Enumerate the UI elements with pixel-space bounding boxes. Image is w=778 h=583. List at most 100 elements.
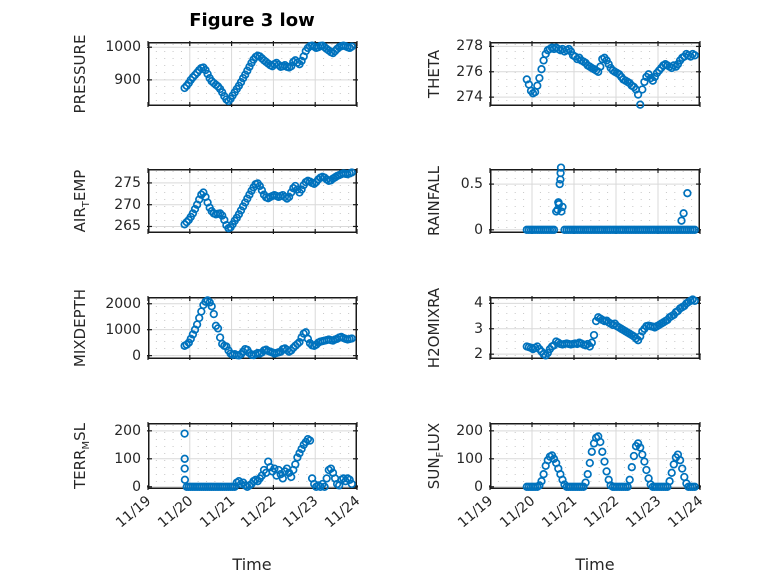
plot-canvas-RAINFALL bbox=[489, 163, 701, 234]
data-point bbox=[665, 477, 674, 486]
y-tick-label: 278 bbox=[456, 38, 483, 55]
data-point bbox=[215, 209, 225, 218]
data-point bbox=[236, 78, 246, 87]
data-point bbox=[203, 296, 212, 305]
data-point bbox=[287, 62, 296, 71]
y-tick-label: 1000 bbox=[105, 39, 141, 56]
y-tick-label: 270 bbox=[114, 196, 141, 213]
y-tick-label: 2000 bbox=[105, 295, 141, 312]
data-point bbox=[690, 296, 699, 305]
data-point bbox=[585, 458, 594, 468]
y-tick-label: 1000 bbox=[105, 321, 141, 338]
data-point bbox=[203, 69, 212, 79]
data-point bbox=[633, 90, 643, 99]
data-point bbox=[310, 179, 319, 188]
y-tick-label: 200 bbox=[114, 422, 141, 439]
data-point bbox=[537, 477, 546, 486]
x-axis-label-left: Time bbox=[232, 555, 272, 574]
data-point bbox=[642, 465, 651, 475]
data-point bbox=[215, 333, 225, 342]
data-point bbox=[623, 482, 632, 491]
data-point bbox=[347, 334, 356, 343]
data-point bbox=[295, 449, 304, 458]
data-point bbox=[291, 460, 300, 469]
data-point bbox=[690, 225, 699, 234]
data-point bbox=[303, 334, 313, 343]
data-point bbox=[188, 330, 198, 339]
data-point bbox=[690, 482, 699, 491]
y-tick-label: 0 bbox=[132, 478, 141, 495]
data-point bbox=[638, 450, 647, 459]
plot-canvas-PRESSURE bbox=[147, 41, 358, 107]
data-point bbox=[289, 184, 298, 193]
data-point bbox=[638, 85, 647, 94]
data-point bbox=[556, 163, 566, 172]
data-point bbox=[549, 225, 559, 234]
y-tick-label: 0.5 bbox=[460, 176, 483, 193]
data-point bbox=[596, 437, 605, 447]
data-point bbox=[182, 217, 191, 227]
data-point bbox=[180, 83, 189, 93]
y-tick-label: 0 bbox=[474, 221, 483, 238]
plot-canvas-SUN_FLUX bbox=[489, 422, 701, 491]
data-point bbox=[636, 100, 645, 109]
data-point bbox=[322, 474, 331, 483]
figure-title: Figure 3 low bbox=[189, 10, 315, 31]
data-point bbox=[257, 186, 267, 195]
y-tick-label: 900 bbox=[114, 71, 141, 88]
data-point bbox=[209, 309, 218, 319]
y-tick-label: 100 bbox=[456, 450, 483, 467]
data-point bbox=[633, 439, 643, 448]
data-point bbox=[345, 475, 354, 484]
y-tick-label: 0 bbox=[132, 347, 141, 364]
data-point bbox=[287, 472, 296, 482]
data-point bbox=[579, 482, 588, 491]
y-tick-label: 276 bbox=[456, 63, 483, 80]
plot-canvas-H2OMIXRA bbox=[489, 295, 701, 360]
data-point bbox=[180, 464, 189, 473]
data-point bbox=[347, 42, 356, 51]
data-point bbox=[556, 168, 565, 178]
y-tick-label: 3 bbox=[474, 320, 483, 337]
data-point bbox=[557, 207, 566, 216]
data-point bbox=[297, 444, 306, 454]
data-point bbox=[320, 482, 329, 491]
data-point bbox=[213, 324, 223, 333]
data-point bbox=[587, 447, 596, 456]
plot-canvas-THETA bbox=[489, 41, 701, 109]
data-point bbox=[236, 206, 246, 215]
data-point bbox=[295, 337, 304, 347]
data-point bbox=[631, 334, 641, 343]
data-point bbox=[195, 313, 204, 323]
y-tick-label: 275 bbox=[114, 174, 141, 191]
data-point bbox=[675, 456, 685, 465]
plot-canvas-MIXDEPTH bbox=[147, 296, 358, 360]
data-point bbox=[640, 457, 649, 466]
data-point bbox=[667, 468, 676, 477]
data-point bbox=[627, 463, 636, 472]
data-point bbox=[679, 209, 688, 218]
data-point bbox=[347, 168, 356, 177]
data-point bbox=[678, 464, 687, 473]
data-point bbox=[596, 62, 605, 71]
data-point bbox=[297, 56, 306, 66]
data-point bbox=[683, 189, 692, 198]
data-point bbox=[182, 340, 191, 349]
data-point bbox=[533, 81, 542, 90]
data-point bbox=[537, 65, 546, 74]
data-point bbox=[186, 334, 195, 343]
data-point bbox=[188, 209, 198, 218]
data-point bbox=[625, 475, 634, 484]
data-point bbox=[598, 447, 607, 456]
data-point bbox=[270, 464, 279, 473]
data-point bbox=[690, 51, 699, 60]
data-point bbox=[297, 185, 306, 194]
data-point bbox=[554, 200, 564, 209]
y-tick-label: 0 bbox=[474, 478, 483, 495]
plot-canvas-TERR_MSL bbox=[147, 422, 358, 491]
data-point bbox=[284, 192, 294, 202]
data-point bbox=[180, 454, 189, 463]
data-point bbox=[600, 457, 609, 466]
data-point bbox=[293, 453, 302, 462]
